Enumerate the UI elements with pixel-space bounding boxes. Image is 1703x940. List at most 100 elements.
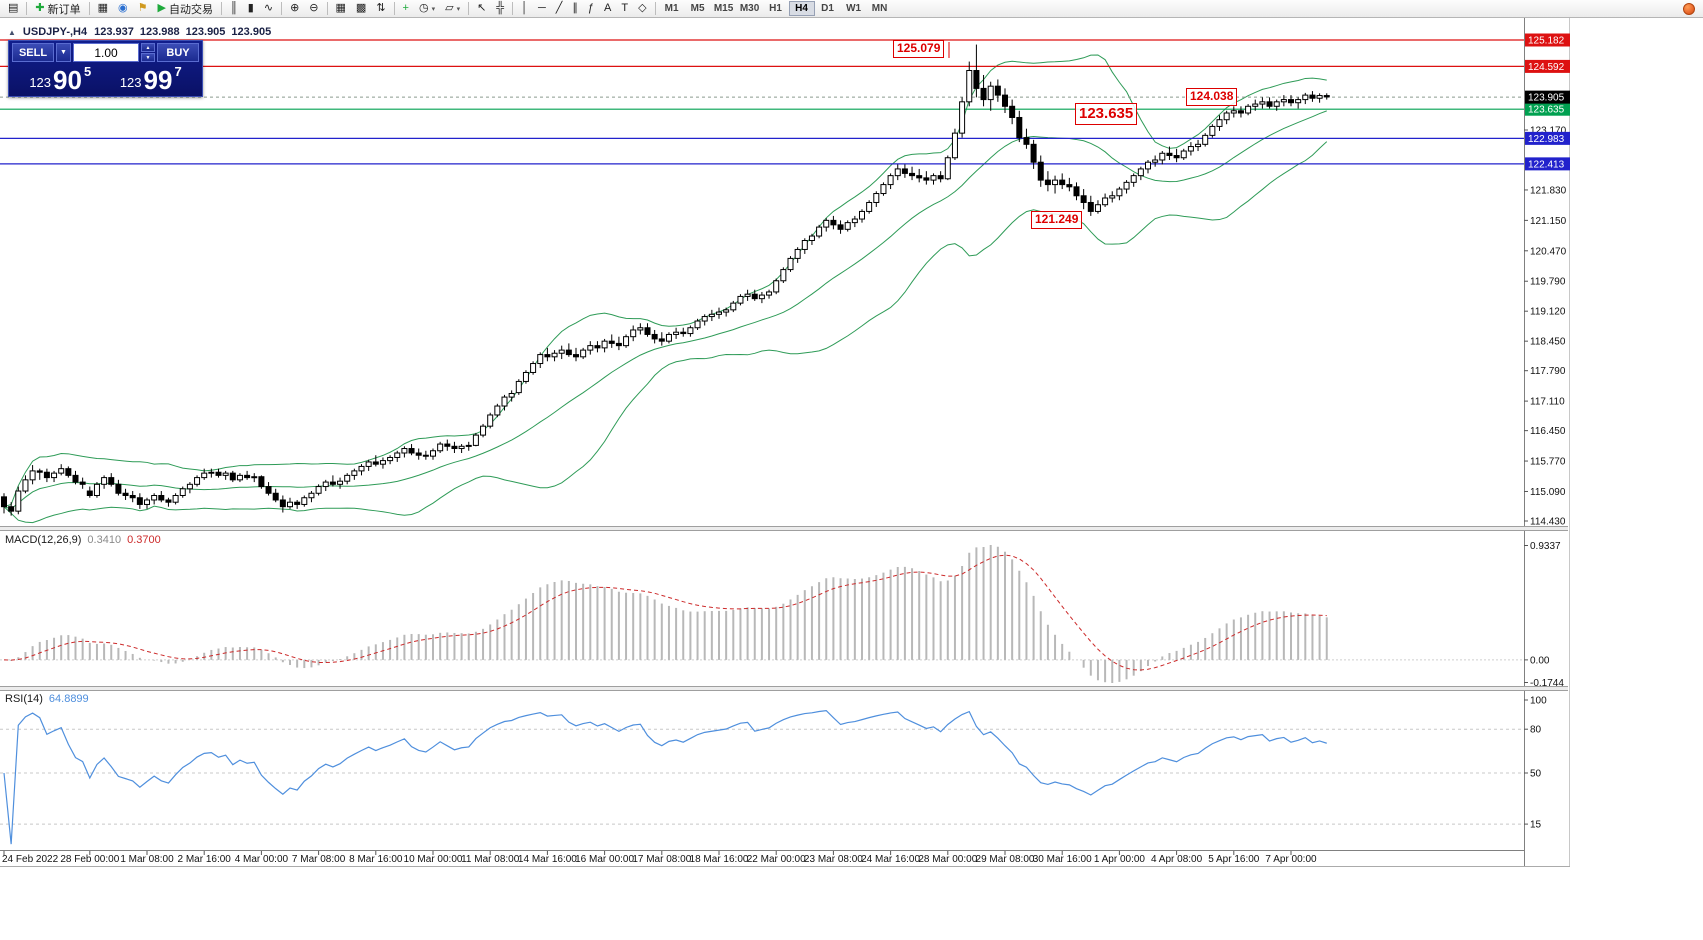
price-tick-label: 115.090 [1530,487,1566,498]
toolbar-crosshair-button[interactable]: ╬ [491,1,509,17]
zoom-in-icon: ⊕ [290,2,300,14]
timeframe-d1-button[interactable]: D1 [821,3,834,14]
toolbar-auto-arrange-button[interactable]: ⇅ [371,1,390,17]
autotrading-label: 自动交易 [168,3,213,16]
time-axis[interactable] [0,851,1524,866]
buy-button[interactable]: BUY [157,43,199,62]
volume-down-icon[interactable]: ▼ [141,53,155,62]
rsi-indicator-label: RSI(14) 64.8899 [5,693,89,705]
axis-price-box [1525,59,1570,73]
toolbar-separator [281,2,283,15]
periods-caret-icon: ▾ [431,5,436,13]
cascade-windows-icon: ▩ [355,2,367,14]
toolbar-tile-windows-button[interactable]: ▦ [331,1,351,17]
toolbar-horizontal-line-tool-button[interactable]: ─ [533,1,551,17]
toolbar-fibonacci-tool-button[interactable]: ƒ [583,1,599,17]
volume-dropdown-icon[interactable]: ▼ [56,43,71,62]
price-tick-label: 118.450 [1530,337,1566,348]
toolbar-cursor-button[interactable]: ↖ [472,1,491,17]
time-tick-label: 7 Mar 08:00 [292,854,346,865]
time-tick-label: 28 Mar 00:00 [918,854,977,865]
buy-price-prefix: 123 [119,75,142,90]
timeframe-m1-button[interactable]: M1 [664,3,679,14]
toolbar-zoom-out-button[interactable]: ⊖ [304,1,323,17]
price-annotation[interactable]: 125.079 [893,40,945,58]
toolbar-shapes-tool-button[interactable]: ◇ [633,1,651,17]
open-value: 123.937 [94,26,134,38]
toolbar-mql5-community-button[interactable]: ◉ [113,1,133,17]
macd-signal-line [3,554,1327,671]
notifications-icon[interactable] [1683,3,1695,15]
chart-symbol-icon: ▲ [8,27,16,37]
time-tick-label: 4 Mar 00:00 [235,854,289,865]
bollinger-upper-band [3,54,1327,508]
timeframe-m5-button[interactable]: M5 [690,3,705,14]
bollinger-lower-band [3,141,1328,524]
toolbar-periods-button[interactable]: ◷ ▾ [414,1,440,17]
time-tick-label: 30 Mar 16:00 [1033,854,1092,865]
time-tick-label: 22 Mar 00:00 [747,854,806,865]
time-tick-label: 7 Apr 00:00 [1265,854,1317,865]
horizontal-line-tool-icon: ─ [537,2,546,14]
timeframe-w1-button[interactable]: W1 [846,3,862,14]
timeframe-h4-button[interactable]: H4 [788,1,815,16]
toolbar-add-indicator-button[interactable]: + [398,1,414,17]
toolbar-autotrading-button[interactable]: ▶ 自动交易 [153,1,218,17]
timeframe-m15-button[interactable]: M15 [713,3,734,14]
toolbar-label-tool-button[interactable]: T [616,1,633,17]
sell-price[interactable]: 123 90 5 [15,63,106,94]
time-tick-label: 1 Mar 08:00 [120,854,174,865]
toolbar-trendline-tool-button[interactable]: ╱ [551,1,568,17]
volume-up-icon[interactable]: ▲ [141,43,155,52]
volume-stepper[interactable]: ▲ ▼ [141,43,155,62]
time-tick-label: 1 Apr 00:00 [1094,854,1146,865]
toolbar-text-tool-button[interactable]: A [599,1,616,17]
vertical-line-tool-icon: │ [521,2,528,14]
price-axis[interactable] [1524,18,1570,850]
macd-name: MACD(12,26,9) [5,534,82,546]
mql5-community-icon: ◉ [118,2,128,14]
toolbar-bar-chart-mode-button[interactable]: ║ [225,1,243,17]
toolbar-line-chart-mode-button[interactable]: ∿ [259,1,278,17]
axis-price-box [1525,131,1570,145]
macd-indicator-label: MACD(12,26,9) 0.3410 0.3700 [5,534,161,546]
toolbar-alerts-button[interactable]: ⚑ [133,1,153,17]
timeframe-m30-button[interactable]: M30 [739,3,760,14]
toolbar-candlestick-mode-button[interactable]: ▮ [243,1,259,17]
rsi-axis-label: 50 [1530,769,1542,780]
toolbar-channel-tool-button[interactable]: ∥ [567,1,583,17]
axis-price-box-label: 123.635 [1528,105,1565,116]
toolbar-separator [26,2,28,15]
time-tick-label: 18 Mar 16:00 [690,854,749,865]
close-value: 123.905 [231,26,272,38]
crosshair-icon: ╬ [496,2,505,14]
time-tick-label: 23 Mar 08:00 [804,854,863,865]
candles[interactable] [1,44,1330,516]
sell-button[interactable]: SELL [12,43,54,62]
axis-price-box [1525,90,1570,104]
toolbar-profiles-button[interactable]: ▦ [93,1,113,17]
timeframe-h1-button[interactable]: H1 [769,3,782,14]
panel-divider[interactable] [0,526,1568,531]
price-annotation[interactable]: 124.038 [1186,88,1238,106]
price-tick-label: 115.770 [1530,457,1566,468]
volume-input[interactable]: 1.00 [73,43,139,62]
toolbar-separator [654,2,656,15]
panel-divider[interactable] [0,686,1568,691]
price-annotation[interactable]: 121.249 [1031,211,1083,229]
time-tick-label: 28 Feb 00:00 [60,854,119,865]
toolbar-templates-button[interactable]: ▱ ▾ [440,1,465,17]
toolbar-cascade-windows-button[interactable]: ▩ [351,1,371,17]
toolbar-zoom-in-button[interactable]: ⊕ [285,1,304,17]
axis-price-box-label: 122.413 [1528,159,1565,170]
price-annotation[interactable]: 123.635 [1075,103,1138,125]
toolbar-new-order-button[interactable]: ✚ 新订单 [30,1,85,17]
toolbar-chart-window-button[interactable]: ▤ [3,1,23,17]
buy-price[interactable]: 123 99 7 [106,63,197,94]
time-tick-label: 11 Mar 08:00 [461,854,520,865]
label-tool-icon: T [621,2,629,14]
toolbar-vertical-line-tool-button[interactable]: │ [516,1,533,17]
timeframe-mn-button[interactable]: MN [871,3,888,14]
axis-price-box-label: 125.182 [1528,36,1565,47]
